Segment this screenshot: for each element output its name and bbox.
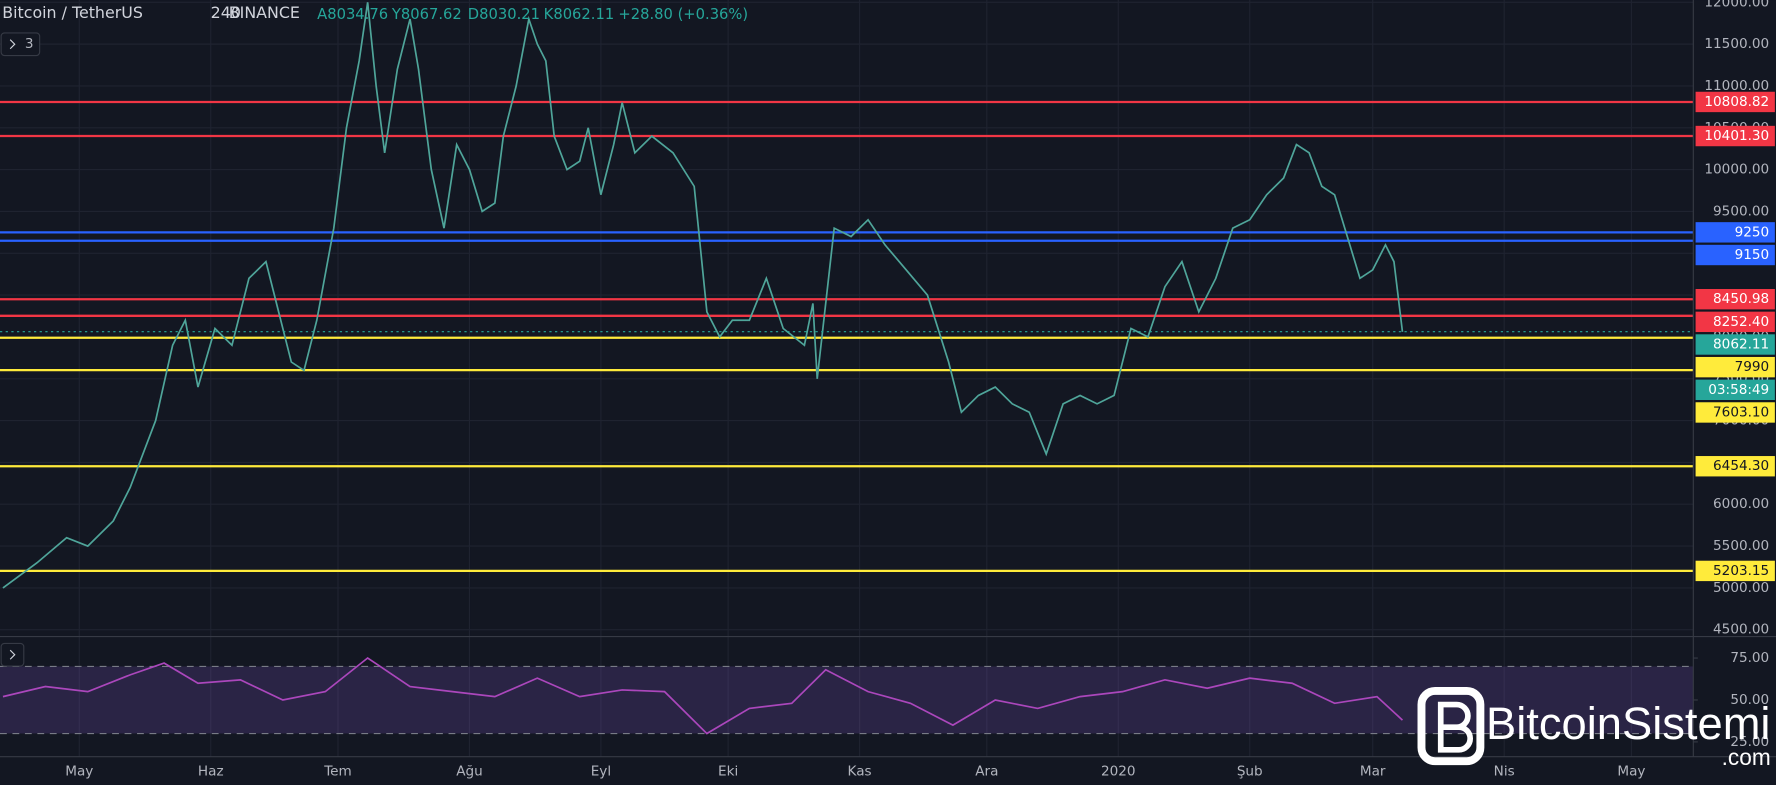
rsi-line [2, 656, 1404, 735]
price-line [2, 2, 1404, 589]
y-tick-label: 6000.00 [1713, 496, 1769, 512]
x-tick-label: May [1617, 763, 1645, 779]
axis-label: 8252.40 [1713, 314, 1769, 330]
y-tick-label: 75.00 [1730, 650, 1769, 666]
symbol: Bitcoin / TetherUS [2, 3, 143, 22]
watermark: BitcoinSistemi .com [1417, 686, 1771, 770]
x-tick-label: Eyl [591, 763, 611, 779]
x-tick-label: Tem [323, 763, 352, 779]
axis-label-box [1695, 311, 1775, 333]
x-tick-label: Ağu [456, 763, 483, 779]
axis-label-box [1695, 244, 1775, 266]
axis-label-box [1695, 91, 1775, 113]
axis-label: 03:58:49 [1708, 382, 1769, 398]
axis-label: 5203.15 [1713, 563, 1769, 579]
y-tick-label: 11000.00 [1704, 78, 1769, 94]
low: D8030.21 [468, 6, 540, 23]
axis-label: 9150 [1735, 247, 1770, 263]
axis-label-box [1695, 125, 1775, 147]
axis-label: 7603.10 [1713, 404, 1769, 420]
y-tick-label: 5500.00 [1713, 538, 1769, 554]
interval: 240 [211, 3, 241, 22]
indicator-count: 3 [25, 36, 34, 52]
y-tick-label: 9500.00 [1713, 203, 1769, 219]
x-tick-label: Eki [718, 763, 738, 779]
exchange: BINANCE [229, 3, 300, 22]
axis-label: 10808.82 [1704, 94, 1769, 110]
axis-label-box [1695, 334, 1775, 355]
axis-label-box [1695, 456, 1775, 477]
axis-label-box [1695, 379, 1775, 401]
x-tick-label: Nis [1494, 763, 1515, 779]
axis-label-box [1695, 222, 1775, 243]
x-tick-label: Ara [975, 763, 998, 779]
x-tick-label: 2020 [1101, 763, 1136, 779]
y-tick-label: 11500.00 [1704, 36, 1769, 52]
change: +28.80 (+0.36%) [618, 6, 748, 23]
high: Y8067.62 [391, 6, 462, 23]
open: A8034.76 [317, 6, 388, 23]
axis-label-box [1695, 560, 1775, 582]
y-tick-label: 10000.00 [1704, 162, 1769, 178]
y-tick-label: 5000.00 [1713, 580, 1769, 596]
x-tick-label: May [65, 763, 93, 779]
axis-label: 8450.98 [1713, 291, 1769, 307]
watermark-suffix: .com [1722, 744, 1771, 770]
axis-label-box [1695, 289, 1775, 310]
axis-label: 9250 [1735, 224, 1770, 240]
axis-label-box [1695, 356, 1775, 378]
x-tick-label: Kas [848, 763, 872, 779]
axis-label: 10401.30 [1704, 128, 1769, 144]
x-tick-label: Mar [1360, 763, 1386, 779]
x-tick-label: Şub [1237, 763, 1263, 779]
indicator-toggle[interactable]: 3 [0, 32, 41, 57]
close: K8062.11 [544, 6, 615, 23]
y-tick-label: 25.00 [1730, 734, 1769, 750]
axis-label-box [1695, 402, 1775, 423]
y-tick-label: 12000.00 [1704, 0, 1769, 10]
watermark-name: BitcoinSistemi [1486, 698, 1770, 749]
axis-label: 8062.11 [1713, 337, 1769, 353]
x-tick-label: Haz [198, 763, 224, 779]
rsi-toggle[interactable] [0, 642, 25, 667]
axis-label: 7990 [1735, 359, 1770, 375]
axis-label: 6454.30 [1713, 458, 1769, 474]
y-tick-label: 50.00 [1730, 692, 1769, 708]
y-tick-label: 4500.00 [1713, 622, 1769, 638]
